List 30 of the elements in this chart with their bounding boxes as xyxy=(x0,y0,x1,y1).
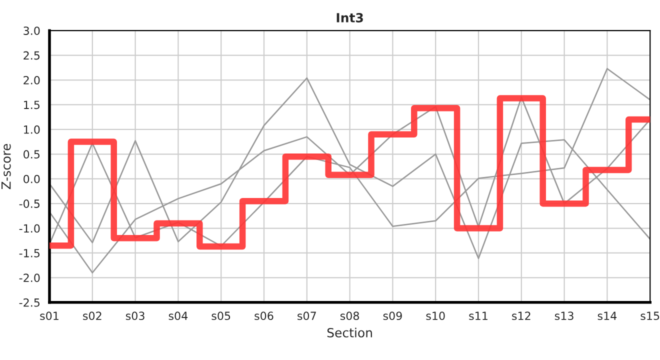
y-tick-label: 0.5 xyxy=(24,150,40,159)
y-tick-label: -0.5 xyxy=(19,200,40,208)
x-tick-label: s15 xyxy=(640,312,660,320)
x-tick-label: s14 xyxy=(598,312,617,320)
y-tick-label: 1.0 xyxy=(24,125,40,134)
y-tick-label: -1.0 xyxy=(19,224,40,233)
y-tick-label: 2.5 xyxy=(24,51,40,60)
x-tick-label: s02 xyxy=(83,312,102,320)
x-tick-label: s06 xyxy=(254,312,274,320)
chart-title: Int3 xyxy=(336,12,363,22)
x-tick-label: s03 xyxy=(126,312,144,320)
y-tick-label: 3.0 xyxy=(24,26,40,35)
x-tick-label: s12 xyxy=(512,312,530,320)
x-axis-title: Section xyxy=(327,328,372,338)
y-tick-label: -2.0 xyxy=(19,274,40,282)
y-tick-label: 0.0 xyxy=(24,174,40,184)
x-tick-label: s08 xyxy=(340,312,360,320)
x-tick-label: s09 xyxy=(383,312,402,320)
x-tick-label: s07 xyxy=(298,312,316,320)
x-tick-label: s11 xyxy=(469,312,488,320)
x-tick-label: s05 xyxy=(212,312,230,320)
x-tick-label: s04 xyxy=(168,312,188,320)
y-tick-label: 1.5 xyxy=(24,100,40,110)
x-tick-label: s10 xyxy=(426,312,445,320)
y-tick-label: -2.5 xyxy=(19,298,40,307)
y-tick-label: -1.5 xyxy=(19,249,40,258)
y-tick-label: 2.0 xyxy=(24,76,40,84)
y-axis-title: Z-score xyxy=(2,144,11,190)
x-tick-label: s13 xyxy=(554,312,574,320)
x-tick-label: s01 xyxy=(40,312,58,320)
